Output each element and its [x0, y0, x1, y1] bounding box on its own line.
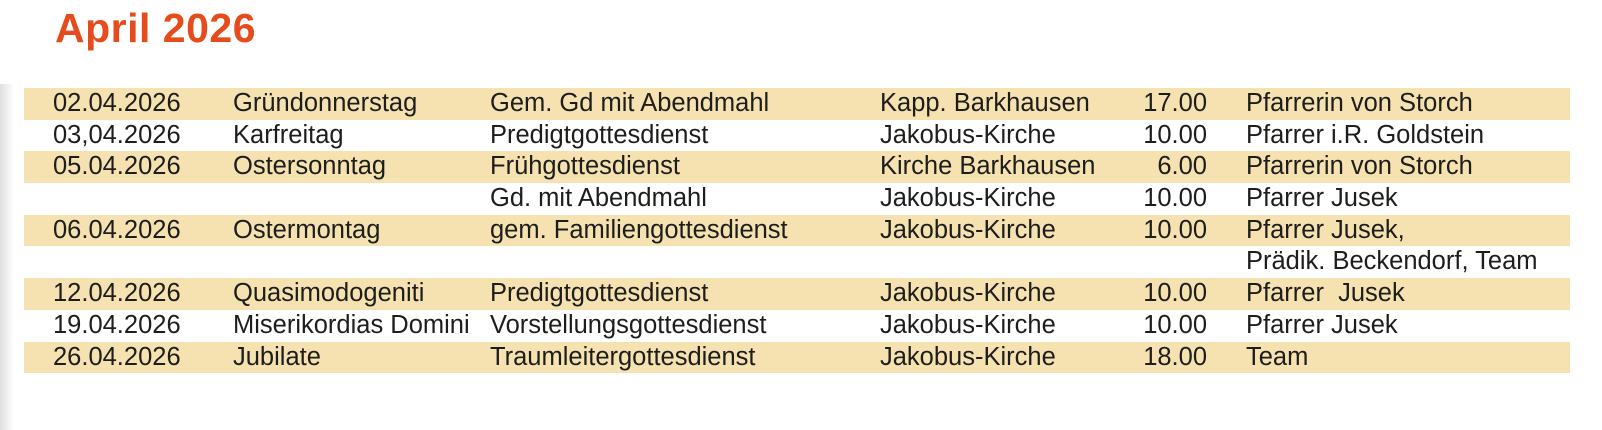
- cell-leader: Pfarrer Jusek,: [1246, 215, 1405, 244]
- scan-edge-shadow: [0, 84, 14, 430]
- table-row: Gd. mit Abendmahl Jakobus-Kirche 10.00 P…: [24, 183, 1570, 215]
- table-row: 12.04.2026 Quasimodogeniti Predigtgottes…: [24, 278, 1570, 310]
- cell-date: 02.04.2026: [53, 89, 181, 117]
- cell-service: Vorstellungsgottesdienst: [490, 310, 767, 339]
- cell-day-name: Miserikordias Domini: [233, 310, 470, 339]
- table-row: 05.04.2026 Ostersonntag Frühgottesdienst…: [24, 151, 1570, 184]
- page-title: April 2026: [55, 5, 256, 51]
- cell-date: 03,04.2026: [53, 120, 181, 149]
- cell-day-name: Quasimodogeniti: [233, 279, 425, 308]
- cell-location: Kirche Barkhausen: [880, 152, 1096, 181]
- cell-service: Gd. mit Abendmahl: [490, 184, 707, 213]
- cell-location: Jakobus-Kirche: [880, 310, 1056, 339]
- cell-leader: Pfarrer Jusek: [1246, 310, 1398, 339]
- cell-service: Frühgottesdienst: [490, 152, 680, 181]
- cell-day-name: Ostersonntag: [233, 152, 387, 181]
- table-row: 02.04.2026 Gründonnerstag Gem. Gd mit Ab…: [24, 88, 1570, 120]
- service-schedule-table: 02.04.2026 Gründonnerstag Gem. Gd mit Ab…: [24, 88, 1570, 374]
- cell-leader: Pfarrer Jusek: [1246, 279, 1405, 308]
- cell-date: 19.04.2026: [53, 310, 181, 339]
- cell-leader: Pfarrerin von Storch: [1246, 152, 1473, 181]
- cell-service: Predigtgottesdienst: [490, 120, 709, 149]
- cell-time: 18.00: [1143, 342, 1207, 371]
- cell-time: 17.00: [1143, 89, 1207, 117]
- cell-time: 6.00: [1157, 152, 1207, 181]
- cell-location: Jakobus-Kirche: [880, 279, 1056, 308]
- cell-location: Kapp. Barkhausen: [880, 89, 1090, 117]
- cell-time: 10.00: [1143, 215, 1207, 244]
- cell-time: 10.00: [1143, 120, 1207, 149]
- cell-day-name: Jubilate: [233, 342, 321, 371]
- cell-location: Jakobus-Kirche: [880, 120, 1056, 149]
- cell-location: Jakobus-Kirche: [880, 215, 1056, 244]
- table-row: 06.04.2026 Ostermontag gem. Familiengott…: [24, 214, 1570, 247]
- table-row: 26.04.2026 Jubilate Traumleitergottesdie…: [24, 341, 1570, 374]
- cell-day-name: Gründonnerstag: [233, 89, 418, 117]
- cell-service: Predigtgottesdienst: [490, 279, 709, 308]
- cell-date: 05.04.2026: [53, 152, 181, 181]
- cell-service: Traumleitergottesdienst: [490, 342, 756, 371]
- cell-service: Gem. Gd mit Abendmahl: [490, 89, 770, 117]
- cell-day-name: Ostermontag: [233, 215, 381, 244]
- cell-leader: Prädik. Beckendorf, Team: [1246, 247, 1538, 276]
- cell-leader: Team: [1246, 342, 1309, 371]
- cell-date: 26.04.2026: [53, 342, 181, 371]
- cell-day-name: Karfreitag: [233, 120, 344, 149]
- cell-time: 10.00: [1143, 310, 1207, 339]
- cell-leader: Pfarrerin von Storch: [1246, 89, 1473, 117]
- table-row: 03,04.2026 Karfreitag Predigtgottesdiens…: [24, 120, 1570, 152]
- cell-leader: Pfarrer Jusek: [1246, 184, 1398, 213]
- cell-date: 12.04.2026: [53, 279, 181, 308]
- cell-time: 10.00: [1143, 184, 1207, 213]
- cell-location: Jakobus-Kirche: [880, 184, 1056, 213]
- cell-service: gem. Familiengottesdienst: [490, 215, 788, 244]
- cell-location: Jakobus-Kirche: [880, 342, 1056, 371]
- table-row: 19.04.2026 Miserikordias Domini Vorstell…: [24, 310, 1570, 342]
- cell-time: 10.00: [1143, 279, 1207, 308]
- cell-date: 06.04.2026: [53, 215, 181, 244]
- cell-leader: Pfarrer i.R. Goldstein: [1246, 120, 1485, 149]
- table-row: Prädik. Beckendorf, Team: [24, 246, 1570, 278]
